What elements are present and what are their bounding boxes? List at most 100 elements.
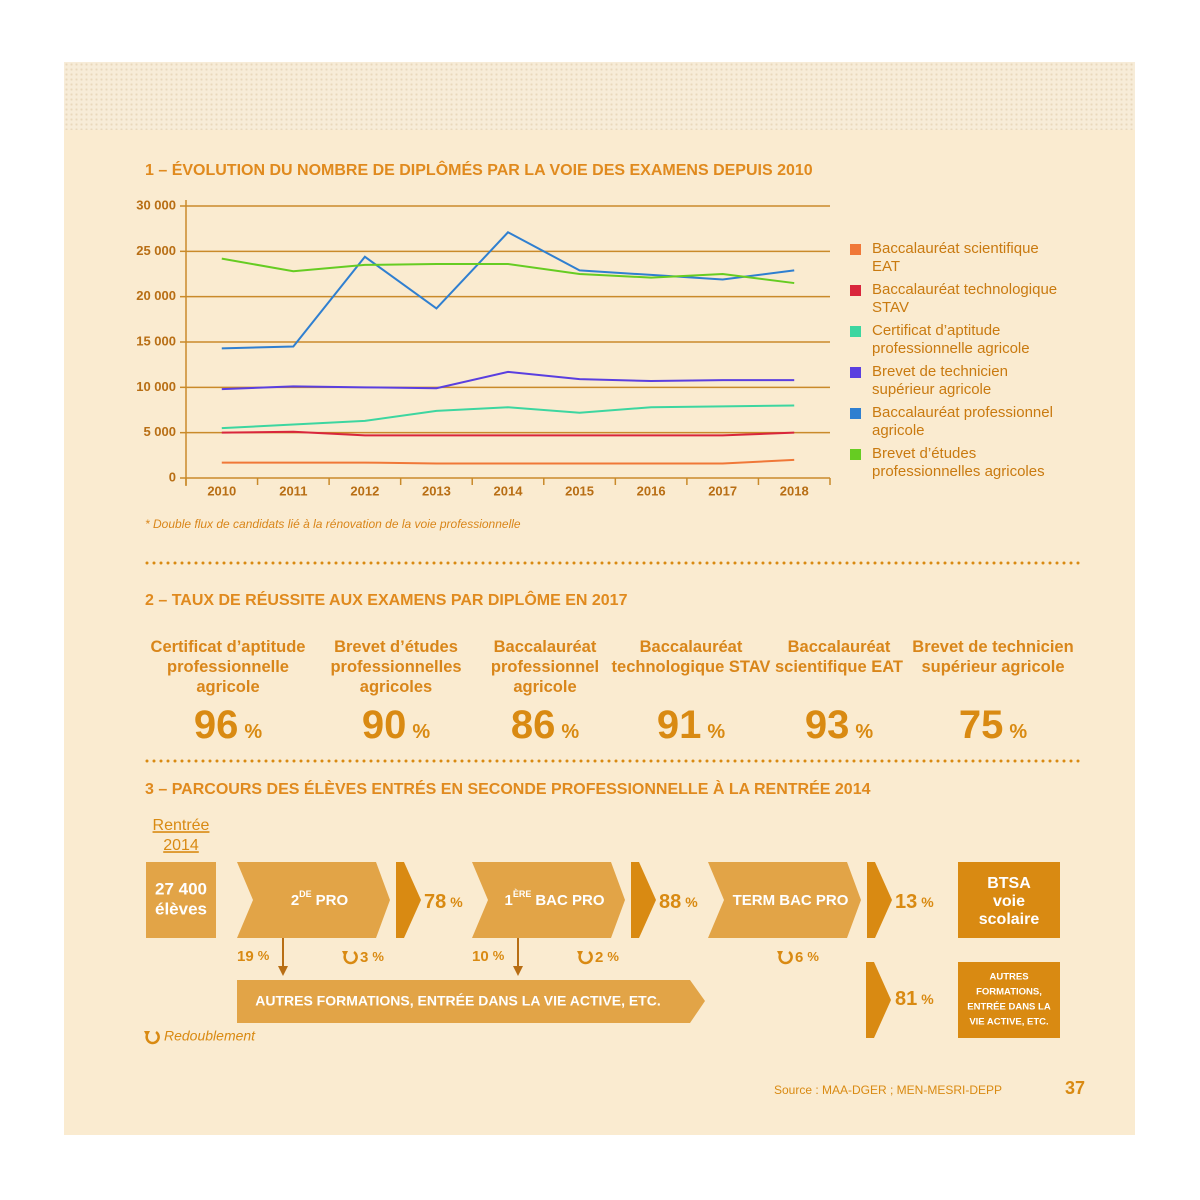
- rate-unit: %: [561, 721, 580, 743]
- rate-number: 96: [193, 703, 239, 747]
- rate-unit: %: [244, 721, 263, 743]
- stage-name: TERM BAC PRO: [733, 892, 849, 909]
- start-label: Rentrée: [153, 817, 210, 834]
- legend-label: Baccalauréat technologique STAV: [872, 281, 1058, 316]
- rate-unit: %: [1009, 721, 1028, 743]
- exit-rate-unit: %: [258, 948, 270, 963]
- pass-rate-number: 13: [895, 891, 917, 913]
- rate-label: Brevet d’études professionnelles agricol…: [330, 638, 462, 696]
- exit-rate-number: 10: [472, 948, 489, 965]
- y-tick-label: 15 000: [136, 333, 176, 348]
- stage-sup: DE: [299, 889, 312, 899]
- stage-sup: ÈRE: [513, 889, 532, 899]
- rate-value: 75%: [905, 703, 1081, 748]
- rate-value: 90%: [308, 703, 484, 748]
- x-tick-label: 2015: [565, 483, 594, 498]
- stage-name: 2DE PRO: [291, 889, 349, 909]
- pass-arrow: [631, 862, 656, 938]
- legend-label: Brevet d’études professionnelles agricol…: [872, 445, 1045, 480]
- legend-label: Baccalauréat scientifique EAT: [872, 240, 1039, 275]
- rate-value: 93%: [751, 703, 927, 748]
- pass-arrow: [396, 862, 421, 938]
- x-tick-label: 2011: [279, 483, 307, 498]
- rate-value: 86%: [457, 703, 633, 748]
- btsa-label: BTSA: [987, 875, 1031, 892]
- legend-swatch: [850, 244, 861, 255]
- pass-rate: 88%: [659, 891, 698, 913]
- stage-label: TERM BAC PRO: [733, 892, 849, 909]
- source: Source : MAA-DGER ; MEN-MESRI-DEPP: [774, 1083, 1002, 1097]
- btsa-label: scolaire: [979, 911, 1040, 928]
- repeat-rate-unit: %: [807, 949, 819, 964]
- final-other-rate-number: 81: [895, 988, 917, 1010]
- exit-arrow-head: [513, 966, 523, 976]
- stage-name: 1ÈRE BAC PRO: [504, 889, 604, 909]
- repeat-icon: [343, 950, 358, 965]
- rate-unit: %: [707, 721, 726, 743]
- stage-number: 2: [291, 892, 299, 909]
- repeat-rate-number: 2: [595, 949, 603, 966]
- x-tick-label: 2014: [494, 483, 524, 498]
- start-label: 2014: [163, 837, 199, 854]
- btsa-box: [958, 862, 1060, 938]
- x-tick-label: 2013: [422, 483, 451, 498]
- series-line: [221, 430, 795, 437]
- pass-rate-number: 78: [424, 891, 446, 913]
- pass-rate: 13%: [895, 891, 934, 913]
- final-other-rate: 81%: [895, 988, 934, 1010]
- rate-value: 91%: [603, 703, 779, 748]
- rate-label: Baccalauréat technologique STAV: [611, 638, 771, 676]
- stage-shape: [472, 862, 625, 938]
- exit-rate-unit: %: [493, 948, 505, 963]
- rate-unit: %: [412, 721, 431, 743]
- rate-label: Brevet de technicien supérieur agricole: [912, 638, 1074, 676]
- legend-swatch: [850, 326, 861, 337]
- series-line: [221, 458, 795, 465]
- repeat-legend: Redoublement: [164, 1028, 256, 1044]
- btsa-label: voie: [993, 893, 1025, 910]
- page-number: 37: [1065, 1078, 1085, 1098]
- legend-swatch: [850, 285, 861, 296]
- stage-number: 1: [504, 892, 512, 909]
- x-tick-label: 2012: [350, 483, 379, 498]
- y-tick-label: 10 000: [136, 379, 176, 394]
- repeat-icon-head: [144, 1031, 150, 1037]
- exit-rate: 10%: [472, 948, 505, 965]
- legend-label: Baccalauréat professionnel agricole: [872, 404, 1053, 439]
- rate-number: 75: [958, 703, 1004, 747]
- rate-value: 96%: [140, 703, 316, 748]
- y-tick-label: 20 000: [136, 288, 176, 303]
- series-line: [221, 257, 795, 285]
- final-arrow: [866, 962, 891, 1038]
- repeat-icon: [578, 950, 593, 965]
- repeat-rate-number: 6: [795, 949, 803, 966]
- legend-swatch: [850, 449, 861, 460]
- series-line: [221, 370, 795, 391]
- y-tick-label: 25 000: [136, 243, 176, 258]
- other-box-label: ENTRÉE DANS LA: [967, 1002, 1051, 1013]
- section-title: 3 – PARCOURS DES ÉLÈVES ENTRÉS EN SECOND…: [145, 781, 871, 798]
- other-box: [958, 962, 1060, 1038]
- rate-number: 90: [361, 703, 407, 747]
- start-count: 27 400: [155, 879, 207, 898]
- pass-rate-unit: %: [685, 894, 698, 910]
- repeat-rate-unit: %: [372, 949, 384, 964]
- rate-number: 91: [656, 703, 702, 747]
- chart-note: * Double flux de candidats lié à la réno…: [145, 517, 521, 531]
- other-band: [237, 980, 705, 1023]
- legend-swatch: [850, 408, 861, 419]
- section-title: 2 – TAUX DE RÉUSSITE AUX EXAMENS PAR DIP…: [145, 592, 628, 609]
- chart-title: 1 – ÉVOLUTION DU NOMBRE DE DIPLÔMÉS PAR …: [145, 162, 813, 179]
- series-line: [221, 404, 795, 430]
- other-band-label: AUTRES FORMATIONS, ENTRÉE DANS LA VIE AC…: [255, 993, 661, 1009]
- stage-label: PRO: [316, 892, 349, 909]
- x-tick-label: 2018: [780, 483, 809, 498]
- other-box-label: VIE ACTIVE, ETC.: [969, 1017, 1048, 1028]
- y-tick-label: 0: [169, 469, 176, 484]
- rate-label: Certificat d’aptitude professionnelle ag…: [150, 638, 306, 696]
- exit-rate: 19%: [237, 948, 270, 965]
- y-tick-label: 5 000: [143, 424, 176, 439]
- header-strip: [64, 62, 1135, 130]
